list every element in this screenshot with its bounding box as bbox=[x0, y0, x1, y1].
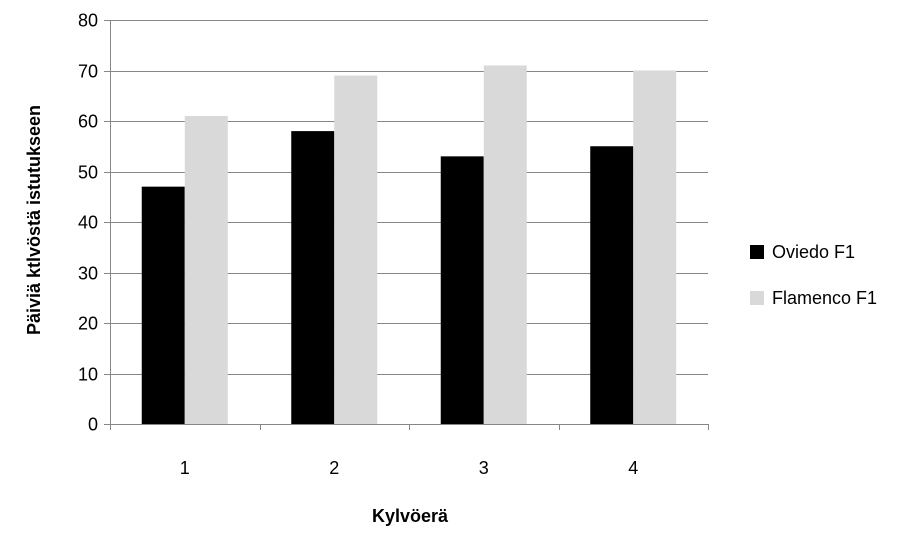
x-tick-label: 3 bbox=[479, 458, 489, 478]
y-tick-label: 70 bbox=[78, 62, 98, 82]
bar-series2-cat3 bbox=[483, 65, 527, 424]
legend-swatch bbox=[750, 291, 764, 305]
legend-label: Oviedo F1 bbox=[772, 242, 855, 262]
x-tick-labels: 1 2 3 4 bbox=[180, 458, 639, 478]
y-tick-label: 80 bbox=[78, 11, 98, 31]
y-tick-label: 0 bbox=[88, 415, 98, 435]
legend-swatch bbox=[750, 245, 764, 259]
y-tick-labels: 0 10 20 30 40 50 60 70 80 bbox=[78, 11, 98, 435]
x-tick-label: 4 bbox=[628, 458, 638, 478]
y-axis-title: Päiviä ktlvöstä istutukseen bbox=[24, 105, 44, 335]
x-tick-label: 2 bbox=[329, 458, 339, 478]
y-tick-label: 40 bbox=[78, 213, 98, 233]
axes bbox=[104, 20, 709, 430]
x-tick-label: 1 bbox=[180, 458, 190, 478]
bar-series2-cat4 bbox=[633, 70, 677, 424]
x-axis-title: Kylvöerä bbox=[372, 506, 449, 526]
bar-series1-cat3 bbox=[440, 156, 484, 424]
y-tick-label: 60 bbox=[78, 112, 98, 132]
bar-series1-cat2 bbox=[291, 131, 335, 424]
bar-series2-cat2 bbox=[334, 75, 378, 425]
legend: Oviedo F1 Flamenco F1 bbox=[750, 242, 877, 308]
y-tick-label: 50 bbox=[78, 163, 98, 183]
y-tick-label: 30 bbox=[78, 264, 98, 284]
y-tick-label: 10 bbox=[78, 365, 98, 385]
bar-series1-cat4 bbox=[590, 146, 634, 424]
y-tick-label: 20 bbox=[78, 314, 98, 334]
bars bbox=[141, 65, 677, 425]
legend-label: Flamenco F1 bbox=[772, 288, 877, 308]
bar-series2-cat1 bbox=[184, 115, 228, 424]
bar-series1-cat1 bbox=[141, 186, 185, 424]
